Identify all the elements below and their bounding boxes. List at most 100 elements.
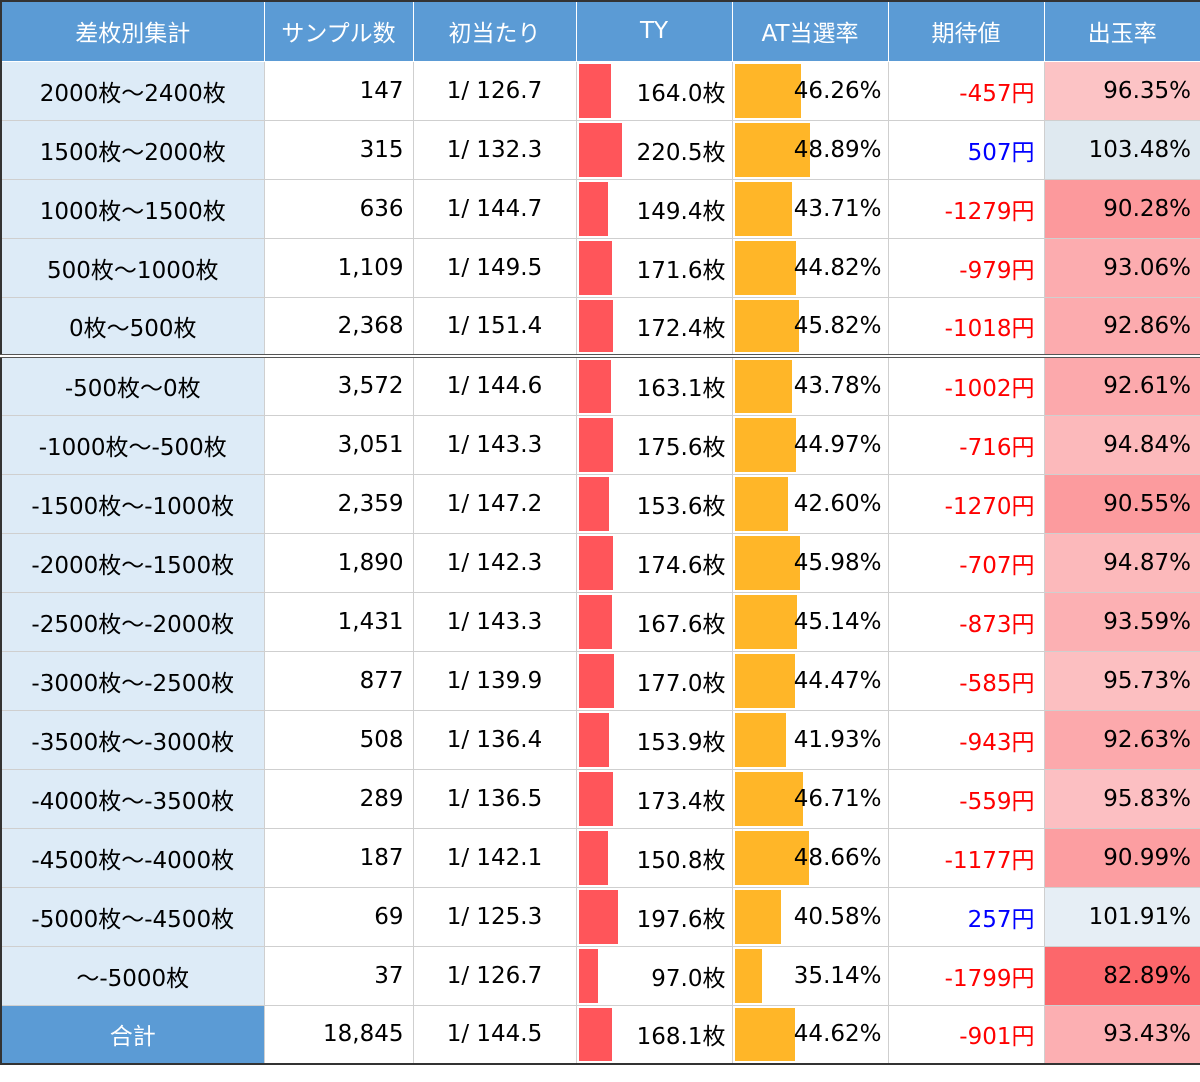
header-samples: サンプル数 xyxy=(263,0,414,62)
sample-count: 1,109 xyxy=(263,237,414,298)
at-rate-cell: 45.98% xyxy=(731,532,889,593)
sample-count: 877 xyxy=(263,650,414,711)
header-row: 差枚別集計 サンプル数 初当たり TY AT当選率 期待値 出玉率 xyxy=(0,0,1200,62)
expected-value: -1177円 xyxy=(887,827,1045,888)
at-rate-value: 44.82% xyxy=(793,254,882,281)
payout-rate: 93.06% xyxy=(1043,237,1200,298)
range-label: 2000枚～2400枚 xyxy=(0,60,265,121)
sample-count: 3,051 xyxy=(263,414,414,475)
table-row: -1000枚～-500枚 3,051 1/ 143.3 175.6枚 44.97% -71… xyxy=(0,414,1200,475)
range-label: -1000枚～-500枚 xyxy=(0,414,265,475)
table-row: -500枚～0枚 3,572 1/ 144.6 163.1枚 43.78% -1002円 9… xyxy=(0,355,1200,416)
sample-count: 69 xyxy=(263,886,414,947)
payout-rate: 93.59% xyxy=(1043,591,1200,652)
ty-value: 97.0枚 xyxy=(651,965,726,992)
ty-value: 177.0枚 xyxy=(636,670,726,697)
range-label: -500枚～0枚 xyxy=(0,355,265,416)
at-rate-bar xyxy=(734,653,795,708)
ty-value: 153.6枚 xyxy=(636,493,726,520)
ty-cell: 168.1枚 xyxy=(575,1004,733,1065)
at-rate-bar xyxy=(734,948,762,1003)
ty-bar xyxy=(578,181,608,236)
ty-value: 171.6枚 xyxy=(636,257,726,284)
ty-value: 153.9枚 xyxy=(636,729,726,756)
ty-cell: 173.4枚 xyxy=(575,768,733,829)
at-rate-cell: 35.14% xyxy=(731,945,889,1006)
first-hit-ratio: 1/ 132.3 xyxy=(412,119,577,180)
sample-count: 1,890 xyxy=(263,532,414,593)
first-hit-ratio: 1/ 142.1 xyxy=(412,827,577,888)
ty-value: 175.6枚 xyxy=(636,434,726,461)
payout-rate: 101.91% xyxy=(1043,886,1200,947)
expected-value: -559円 xyxy=(887,768,1045,829)
at-rate-bar xyxy=(734,417,796,472)
expected-value: -585円 xyxy=(887,650,1045,711)
payout-rate: 94.87% xyxy=(1043,532,1200,593)
at-rate-bar xyxy=(734,122,810,177)
table-row: 1500枚～2000枚 315 1/ 132.3 220.5枚 48.89% 507円 10… xyxy=(0,119,1200,180)
header-expected-value: 期待値 xyxy=(887,0,1045,62)
expected-value: -1018円 xyxy=(887,296,1045,358)
sample-count: 2,359 xyxy=(263,473,414,534)
expected-value: -873円 xyxy=(887,591,1045,652)
total-row: 合計 18,845 1/ 144.5 168.1枚 44.62% -901円 93.43% xyxy=(0,1004,1200,1065)
expected-value: -1279円 xyxy=(887,178,1045,239)
at-rate-bar xyxy=(734,240,796,295)
range-label: 0枚～500枚 xyxy=(0,296,265,358)
ty-cell: 164.0枚 xyxy=(575,60,733,121)
at-rate-cell: 48.89% xyxy=(731,119,889,180)
table-row: -5000枚～-4500枚 69 1/ 125.3 197.6枚 40.58% 257円 1… xyxy=(0,886,1200,947)
ty-cell: 177.0枚 xyxy=(575,650,733,711)
at-rate-bar xyxy=(734,712,786,767)
first-hit-ratio: 1/ 142.3 xyxy=(412,532,577,593)
header-first-hit: 初当たり xyxy=(412,0,577,62)
at-rate-bar xyxy=(734,771,803,826)
at-rate-cell: 48.66% xyxy=(731,827,889,888)
at-rate-cell: 43.78% xyxy=(731,355,889,416)
first-hit-ratio: 1/ 126.7 xyxy=(412,945,577,1006)
at-rate-value: 44.97% xyxy=(793,431,882,458)
ty-cell: 172.4枚 xyxy=(575,296,733,358)
at-rate-cell: 44.62% xyxy=(731,1004,889,1065)
payout-rate: 103.48% xyxy=(1043,119,1200,180)
payout-rate: 82.89% xyxy=(1043,945,1200,1006)
expected-value: -901円 xyxy=(887,1004,1045,1065)
ty-cell: 220.5枚 xyxy=(575,119,733,180)
at-rate-value: 42.60% xyxy=(793,490,882,517)
at-rate-cell: 45.82% xyxy=(731,296,889,358)
range-label: -1500枚～-1000枚 xyxy=(0,473,265,534)
first-hit-ratio: 1/ 147.2 xyxy=(412,473,577,534)
expected-value: -1270円 xyxy=(887,473,1045,534)
payout-rate: 93.43% xyxy=(1043,1004,1200,1065)
first-hit-ratio: 1/ 139.9 xyxy=(412,650,577,711)
first-hit-ratio: 1/ 136.4 xyxy=(412,709,577,770)
table-row: ～-5000枚 37 1/ 126.7 97.0枚 35.14% -1799円 82.89% xyxy=(0,945,1200,1006)
at-rate-value: 41.93% xyxy=(793,726,882,753)
at-rate-bar xyxy=(734,1007,795,1061)
range-label: -3500枚～-3000枚 xyxy=(0,709,265,770)
expected-value: 257円 xyxy=(887,886,1045,947)
at-rate-bar xyxy=(734,535,800,590)
ty-cell: 153.6枚 xyxy=(575,473,733,534)
ty-value: 197.6枚 xyxy=(636,906,726,933)
ty-cell: 163.1枚 xyxy=(575,355,733,416)
payout-rate: 90.99% xyxy=(1043,827,1200,888)
at-rate-bar xyxy=(734,594,797,649)
at-rate-value: 43.71% xyxy=(793,195,882,222)
ty-cell: 153.9枚 xyxy=(575,709,733,770)
range-label: ～-5000枚 xyxy=(0,945,265,1006)
ty-cell: 150.8枚 xyxy=(575,827,733,888)
ty-bar xyxy=(578,535,613,590)
payout-rate: 92.63% xyxy=(1043,709,1200,770)
payout-rate: 92.61% xyxy=(1043,355,1200,416)
at-rate-value: 48.89% xyxy=(793,136,882,163)
sample-count: 2,368 xyxy=(263,296,414,358)
table-row: 1000枚～1500枚 636 1/ 144.7 149.4枚 43.71% -1279円… xyxy=(0,178,1200,239)
expected-value: -716円 xyxy=(887,414,1045,475)
first-hit-ratio: 1/ 144.5 xyxy=(412,1004,577,1065)
payout-rate: 92.86% xyxy=(1043,296,1200,358)
at-rate-value: 35.14% xyxy=(793,962,882,989)
ty-value: 167.6枚 xyxy=(636,611,726,638)
range-label: -4500枚～-4000枚 xyxy=(0,827,265,888)
ty-bar xyxy=(578,122,622,177)
